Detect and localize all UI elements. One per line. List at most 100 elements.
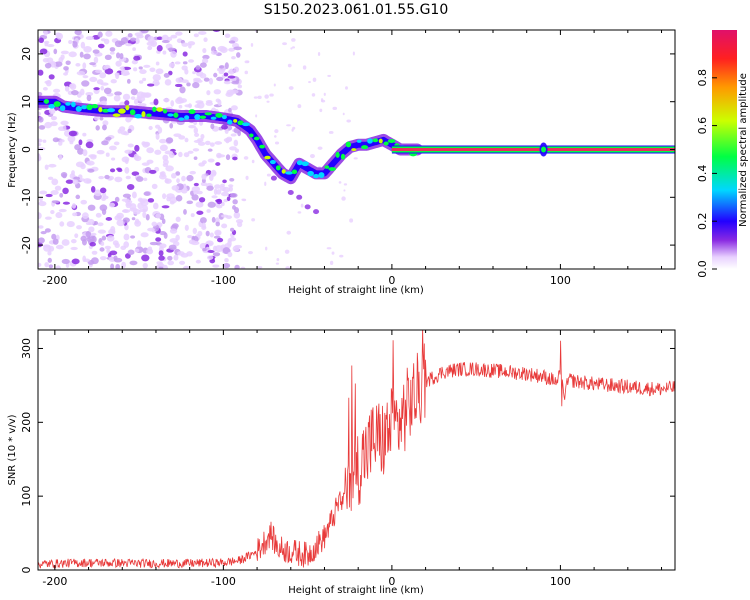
noise-blob [42,139,47,143]
noise-blob [44,216,52,220]
noise-blob [111,157,116,161]
snr-frame [37,329,676,571]
noise-blob [186,174,194,182]
noise-blob [136,240,142,248]
noise-blob [147,198,155,203]
noise-blob [264,94,269,99]
noise-blob [167,255,173,261]
noise-blob [157,126,163,134]
noise-blob [102,120,109,126]
noise-blob [93,87,100,91]
noise-blob [215,162,221,166]
noise-blob [349,218,354,223]
noise-blob [215,230,221,236]
track-blob [351,148,357,152]
noise-blob [182,61,188,65]
noise-blob [251,159,255,164]
noise-blob [221,124,228,130]
noise-blob [176,251,185,256]
noise-blob [82,149,88,157]
snr-y-tick-label: 200 [20,412,33,433]
noise-blob [216,154,226,158]
noise-blob [100,85,105,91]
noise-blob [127,33,133,38]
noise-blob [48,74,55,80]
noise-blob [162,159,169,165]
noise-blob [139,103,147,107]
noise-blob [292,46,296,49]
noise-blob [85,91,94,97]
track-blob [313,173,320,179]
noise-blob [106,235,115,242]
spectrogram-y-axis-label: Frequency (Hz) [7,112,18,188]
noise-blob [110,79,117,84]
noise-blob [88,154,97,158]
noise-blob [163,73,170,78]
noise-blob [89,242,96,247]
noise-blob [189,170,196,175]
noise-blob [46,57,54,64]
noise-blob [71,203,77,209]
noise-blob [341,196,346,201]
noise-blob [161,205,170,209]
noise-blob [208,77,214,85]
noise-blob [125,175,131,180]
noise-blob [167,47,176,51]
noise-blob [184,137,189,143]
noise-blob [153,202,159,210]
snr-x-tick-label: -200 [42,575,67,588]
noise-blob [202,247,207,252]
noise-blob [286,230,292,235]
noise-blob [228,186,233,192]
noise-blob [134,218,140,225]
noise-blob [170,34,178,39]
noise-blob [70,238,77,244]
noise-blob [74,233,79,238]
noise-blob [227,251,233,258]
noise-blob [40,230,47,235]
noise-blob [101,235,107,241]
noise-blob [83,53,91,60]
track-blob [367,138,373,144]
noise-blob [184,224,189,231]
noise-blob [346,119,351,123]
noise-blob [169,123,174,129]
track-blob [285,171,294,175]
noise-blob [199,62,207,68]
noise-blob [188,125,196,129]
noise-blob [297,211,302,214]
noise-blob [85,141,94,149]
noise-blob [38,69,44,76]
noise-blob [92,49,100,54]
track-blob [204,112,212,116]
snr-y-ticks: 0 100 200 300 [20,338,675,574]
noise-blob [207,148,213,152]
noise-blob [97,222,104,227]
noise-blob [130,37,137,42]
track-blob [378,138,383,144]
noise-blob [154,81,160,86]
noise-blob [71,258,80,265]
track-blob [75,106,82,112]
noise-blob [162,50,167,55]
noise-blob [236,221,243,228]
noise-blob [68,51,77,58]
noise-blob [184,104,192,108]
noise-blob [143,191,151,196]
noise-blob [297,104,302,109]
noise-blob [244,60,250,64]
noise-blob [70,246,78,251]
noise-blob [266,173,271,177]
noise-blob [223,199,228,203]
noise-blob [220,46,228,54]
noise-blob [241,198,246,201]
noise-blob [211,216,216,223]
noise-blob [127,128,132,134]
noise-blob [155,61,160,66]
track-blob [361,145,369,150]
noise-blob [46,44,55,48]
noise-blob [52,88,61,93]
noise-blob [38,111,42,116]
spectrogram-y-tick-label: -20 [20,236,33,254]
